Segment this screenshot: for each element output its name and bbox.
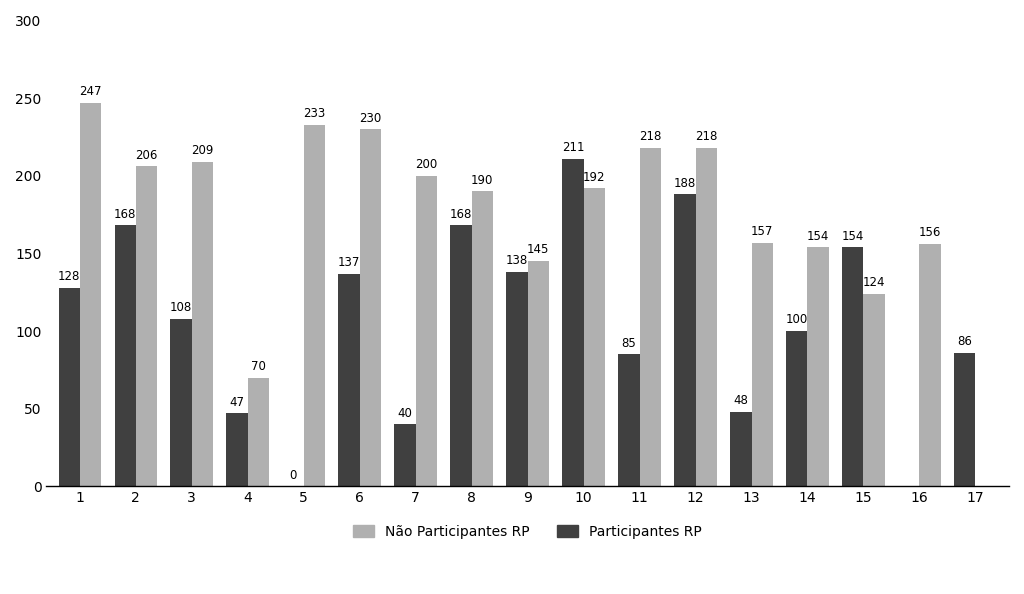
Text: 154: 154 bbox=[807, 229, 829, 242]
Text: 168: 168 bbox=[450, 208, 472, 221]
Legend: Não Participantes RP, Participantes RP: Não Participantes RP, Participantes RP bbox=[347, 519, 708, 545]
Text: 218: 218 bbox=[695, 130, 718, 143]
Text: 209: 209 bbox=[191, 144, 214, 157]
Text: 40: 40 bbox=[397, 406, 413, 419]
Bar bbox=[920, 244, 941, 486]
Bar bbox=[730, 412, 752, 486]
Bar bbox=[58, 287, 80, 486]
Bar bbox=[136, 166, 157, 486]
Text: 188: 188 bbox=[674, 177, 696, 189]
Text: 211: 211 bbox=[562, 141, 585, 154]
Text: 206: 206 bbox=[135, 148, 158, 162]
Text: 230: 230 bbox=[359, 112, 382, 125]
Text: 137: 137 bbox=[338, 256, 360, 269]
Bar bbox=[416, 176, 437, 486]
Bar bbox=[472, 191, 493, 486]
Bar bbox=[640, 148, 660, 486]
Bar bbox=[394, 424, 416, 486]
Text: 200: 200 bbox=[415, 158, 437, 171]
Text: 145: 145 bbox=[527, 244, 550, 257]
Bar bbox=[695, 148, 717, 486]
Text: 192: 192 bbox=[583, 170, 605, 184]
Text: 190: 190 bbox=[471, 173, 494, 187]
Text: 247: 247 bbox=[79, 85, 101, 98]
Text: 100: 100 bbox=[785, 314, 808, 326]
Text: 233: 233 bbox=[303, 107, 326, 120]
Text: 157: 157 bbox=[751, 225, 773, 238]
Text: 47: 47 bbox=[229, 396, 245, 409]
Text: 218: 218 bbox=[639, 130, 662, 143]
Text: 85: 85 bbox=[622, 337, 636, 350]
Bar bbox=[451, 226, 472, 486]
Bar bbox=[562, 159, 584, 486]
Bar bbox=[954, 353, 976, 486]
Text: 86: 86 bbox=[957, 335, 972, 348]
Bar bbox=[115, 226, 136, 486]
Bar bbox=[808, 247, 828, 486]
Text: 138: 138 bbox=[506, 254, 528, 267]
Text: 108: 108 bbox=[170, 301, 193, 314]
Bar bbox=[752, 242, 773, 486]
Bar bbox=[248, 378, 269, 486]
Bar bbox=[842, 247, 863, 486]
Bar bbox=[506, 272, 527, 486]
Text: 70: 70 bbox=[251, 360, 266, 373]
Text: 48: 48 bbox=[733, 394, 749, 407]
Text: 128: 128 bbox=[58, 270, 80, 283]
Bar bbox=[191, 162, 213, 486]
Bar bbox=[527, 261, 549, 486]
Bar bbox=[359, 129, 381, 486]
Bar bbox=[618, 354, 640, 486]
Text: 156: 156 bbox=[919, 226, 941, 239]
Bar bbox=[786, 331, 808, 486]
Bar bbox=[584, 188, 605, 486]
Text: 168: 168 bbox=[114, 208, 136, 221]
Bar bbox=[863, 294, 885, 486]
Bar bbox=[674, 194, 695, 486]
Bar bbox=[338, 274, 359, 486]
Bar bbox=[171, 318, 191, 486]
Bar bbox=[80, 103, 101, 486]
Text: 124: 124 bbox=[863, 276, 886, 289]
Text: 154: 154 bbox=[842, 229, 864, 242]
Bar bbox=[226, 413, 248, 486]
Text: 0: 0 bbox=[290, 469, 297, 482]
Bar bbox=[304, 125, 325, 486]
